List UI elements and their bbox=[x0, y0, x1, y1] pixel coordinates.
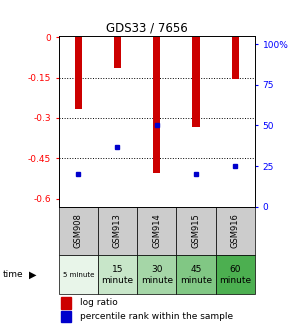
Text: time: time bbox=[3, 270, 23, 280]
Text: GSM913: GSM913 bbox=[113, 214, 122, 249]
Text: 45
minute: 45 minute bbox=[180, 265, 212, 285]
Text: GSM908: GSM908 bbox=[74, 214, 83, 249]
Bar bbox=[176, 255, 216, 295]
Bar bbox=[153, 37, 160, 173]
Text: 5 minute: 5 minute bbox=[62, 272, 94, 278]
Text: GSM914: GSM914 bbox=[152, 214, 161, 249]
Bar bbox=[176, 207, 216, 255]
Bar bbox=[216, 255, 255, 295]
Text: GSM915: GSM915 bbox=[192, 214, 200, 249]
Bar bbox=[61, 311, 71, 322]
Text: log ratio: log ratio bbox=[80, 298, 118, 307]
Text: 15
minute: 15 minute bbox=[101, 265, 134, 285]
Text: 30
minute: 30 minute bbox=[141, 265, 173, 285]
Bar bbox=[216, 207, 255, 255]
Bar bbox=[98, 255, 137, 295]
Text: 60
minute: 60 minute bbox=[219, 265, 251, 285]
Text: percentile rank within the sample: percentile rank within the sample bbox=[80, 312, 233, 321]
Text: ▶: ▶ bbox=[29, 270, 37, 280]
Bar bbox=[59, 207, 98, 255]
Bar bbox=[232, 37, 239, 79]
Bar bbox=[137, 255, 176, 295]
Bar bbox=[114, 37, 121, 68]
Bar bbox=[98, 207, 137, 255]
Bar bbox=[59, 255, 98, 295]
Text: GSM916: GSM916 bbox=[231, 214, 240, 249]
Text: GDS33 / 7656: GDS33 / 7656 bbox=[105, 21, 188, 34]
Bar bbox=[75, 37, 82, 109]
Bar bbox=[61, 297, 71, 308]
Bar bbox=[193, 37, 200, 128]
Bar bbox=[137, 207, 176, 255]
